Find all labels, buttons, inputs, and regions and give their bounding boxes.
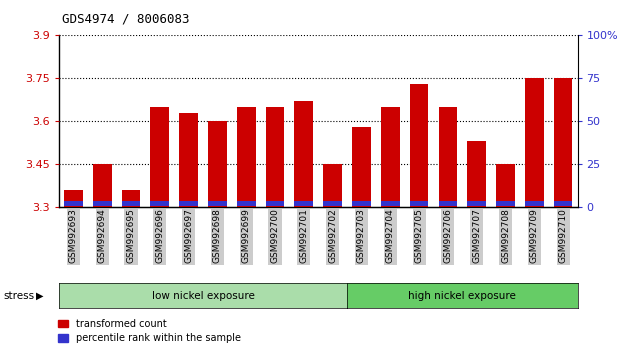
Bar [352, 127, 371, 207]
Bar [438, 201, 457, 206]
Bar [64, 190, 83, 207]
Bar [208, 201, 227, 206]
Bar [237, 201, 256, 206]
Bar [237, 107, 256, 207]
Bar [525, 201, 543, 206]
Bar [93, 164, 112, 207]
Bar [324, 201, 342, 206]
Bar [150, 107, 169, 207]
Text: low nickel exposure: low nickel exposure [152, 291, 255, 301]
Bar [294, 101, 313, 207]
Bar [122, 201, 140, 206]
Text: stress: stress [3, 291, 34, 301]
Bar [208, 121, 227, 207]
Bar [179, 201, 198, 206]
Bar [554, 201, 573, 206]
Bar [496, 164, 515, 207]
Bar [468, 201, 486, 206]
Bar [179, 113, 198, 207]
Bar [496, 201, 515, 206]
Bar [554, 78, 573, 207]
Text: GDS4974 / 8006083: GDS4974 / 8006083 [62, 12, 189, 25]
Bar [410, 201, 428, 206]
Text: high nickel exposure: high nickel exposure [409, 291, 516, 301]
Bar [266, 201, 284, 206]
Text: ▶: ▶ [36, 291, 43, 301]
Bar [324, 164, 342, 207]
Bar [410, 84, 428, 207]
Bar [381, 107, 400, 207]
Bar [266, 107, 284, 207]
Bar [150, 201, 169, 206]
Bar [352, 201, 371, 206]
Bar [294, 201, 313, 206]
Legend: transformed count, percentile rank within the sample: transformed count, percentile rank withi… [55, 315, 245, 347]
Bar [438, 107, 457, 207]
Bar [381, 201, 400, 206]
Bar [122, 190, 140, 207]
Bar [468, 141, 486, 207]
Bar [525, 78, 543, 207]
Bar [93, 201, 112, 206]
Bar [64, 201, 83, 206]
